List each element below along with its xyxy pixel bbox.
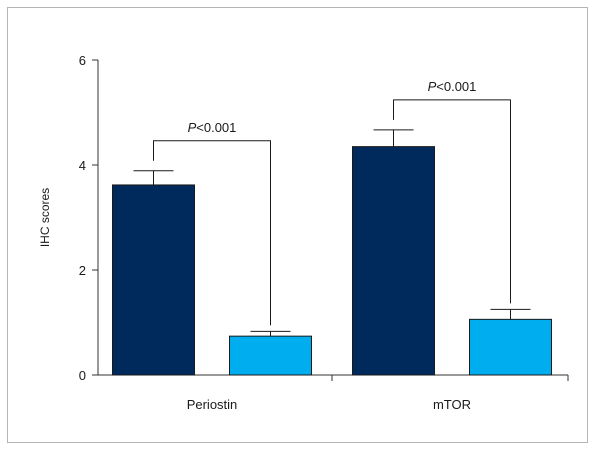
significance-bracket: [153, 140, 271, 326]
error-bars: [133, 129, 531, 337]
bar-periostin-1: [112, 184, 195, 376]
bars: [112, 146, 552, 376]
bar-mtor-1: [352, 146, 435, 376]
bar-mtor-2: [469, 318, 552, 376]
x-tick-label-mtor: mTOR: [433, 397, 471, 412]
bar-periostin-2: [229, 335, 312, 376]
y-tick-label: 4: [79, 158, 86, 173]
p-value-label: P<0.001: [188, 120, 237, 135]
p-symbol: P: [188, 120, 197, 135]
x-tick-labels: Periostin mTOR: [187, 375, 569, 412]
y-axis-label: IHC scores: [38, 188, 52, 247]
p-text: <0.001: [196, 120, 236, 135]
y-tick-label: 6: [79, 53, 86, 68]
x-tick-label-periostin: Periostin: [187, 397, 238, 412]
y-tick-label: 0: [79, 368, 86, 383]
y-ticks: 0 2 4 6: [79, 53, 98, 383]
p-symbol: P: [428, 79, 437, 94]
p-text: <0.001: [436, 79, 476, 94]
p-value-label: P<0.001: [428, 79, 477, 94]
chart-frame: [7, 7, 588, 443]
significance-bracket: [393, 99, 511, 304]
y-tick-label: 2: [79, 263, 86, 278]
